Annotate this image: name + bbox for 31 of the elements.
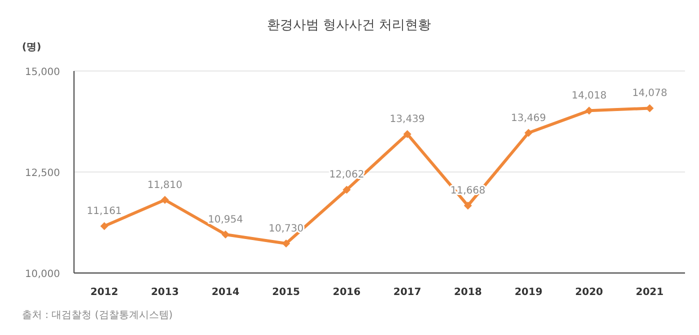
point xyxy=(100,222,108,230)
x-tick-label: 2013 xyxy=(150,287,179,298)
data-label: 13,439 xyxy=(390,114,425,126)
data-label: 14,018 xyxy=(572,90,607,102)
data-label: 11,161 xyxy=(86,206,122,218)
x-tick-label: 2020 xyxy=(575,287,604,298)
point xyxy=(403,130,412,138)
point xyxy=(342,186,351,194)
x-tick-label: 2016 xyxy=(332,287,361,298)
x-tick-label: 2017 xyxy=(393,287,422,298)
point xyxy=(160,196,169,204)
x-tick-label: 2012 xyxy=(90,287,118,298)
y-tick-label: 15,000 xyxy=(25,67,60,78)
point xyxy=(282,240,290,248)
x-tick-label: 2018 xyxy=(454,287,482,298)
x-tick-label: 2014 xyxy=(212,287,240,298)
point xyxy=(464,202,472,210)
chart-title: 환경사범 형사사건 처리현황 xyxy=(266,18,432,33)
data-label: 11,810 xyxy=(147,180,182,191)
x-tick-label: 2019 xyxy=(514,287,542,298)
x-tick-label: 2015 xyxy=(272,287,300,298)
source-note: 출처 : 대검찰청 (검찰통계시스템) xyxy=(22,310,173,321)
y-tick-label: 10,000 xyxy=(25,269,60,280)
point xyxy=(524,128,532,137)
data-label: 10,954 xyxy=(208,214,243,226)
data-label: 13,469 xyxy=(511,112,546,124)
point xyxy=(222,230,230,238)
y-tick-label: 12,500 xyxy=(25,168,60,179)
x-tick-label: 2021 xyxy=(636,287,664,298)
data-label: 14,078 xyxy=(632,88,668,100)
y-axis-title: (명) xyxy=(22,42,42,53)
